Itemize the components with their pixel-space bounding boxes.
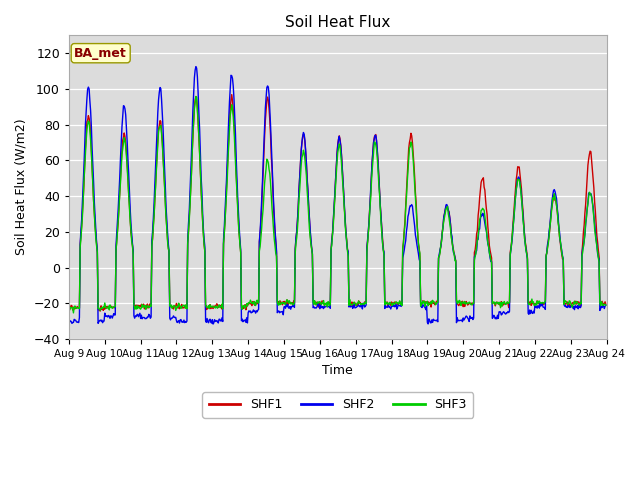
X-axis label: Time: Time: [323, 364, 353, 377]
SHF1: [75, 306, 83, 312]
SHF2: [209, 321, 217, 327]
SHF3: [186, 218, 193, 224]
SHF3: [420, 300, 428, 306]
SHF2: [602, 302, 610, 308]
SHF2: [420, 302, 428, 308]
SHF1: [97, 308, 104, 314]
Text: BA_met: BA_met: [74, 47, 127, 60]
SHF3: [70, 310, 77, 316]
Title: Soil Heat Flux: Soil Heat Flux: [285, 15, 390, 30]
SHF1: [228, 92, 236, 97]
SHF3: [76, 306, 83, 312]
SHF2: [214, 320, 222, 326]
SHF1: [65, 303, 73, 309]
SHF2: [65, 319, 73, 324]
Line: SHF1: SHF1: [69, 95, 606, 311]
SHF3: [192, 94, 200, 99]
SHF1: [186, 215, 193, 221]
SHF2: [184, 222, 192, 228]
SHF3: [214, 304, 222, 310]
SHF2: [130, 313, 138, 319]
SHF2: [75, 320, 83, 325]
Line: SHF3: SHF3: [69, 96, 606, 313]
SHF2: [404, 214, 412, 219]
SHF3: [131, 306, 138, 312]
SHF3: [65, 305, 73, 311]
Legend: SHF1, SHF2, SHF3: SHF1, SHF2, SHF3: [202, 392, 473, 418]
SHF1: [420, 299, 428, 305]
SHF3: [404, 168, 412, 173]
SHF3: [602, 302, 610, 308]
SHF1: [602, 301, 610, 307]
Y-axis label: Soil Heat Flux (W/m2): Soil Heat Flux (W/m2): [15, 119, 28, 255]
SHF1: [214, 302, 221, 308]
Line: SHF2: SHF2: [69, 67, 606, 324]
SHF2: [192, 64, 200, 70]
SHF1: [131, 305, 138, 311]
SHF1: [404, 160, 412, 166]
